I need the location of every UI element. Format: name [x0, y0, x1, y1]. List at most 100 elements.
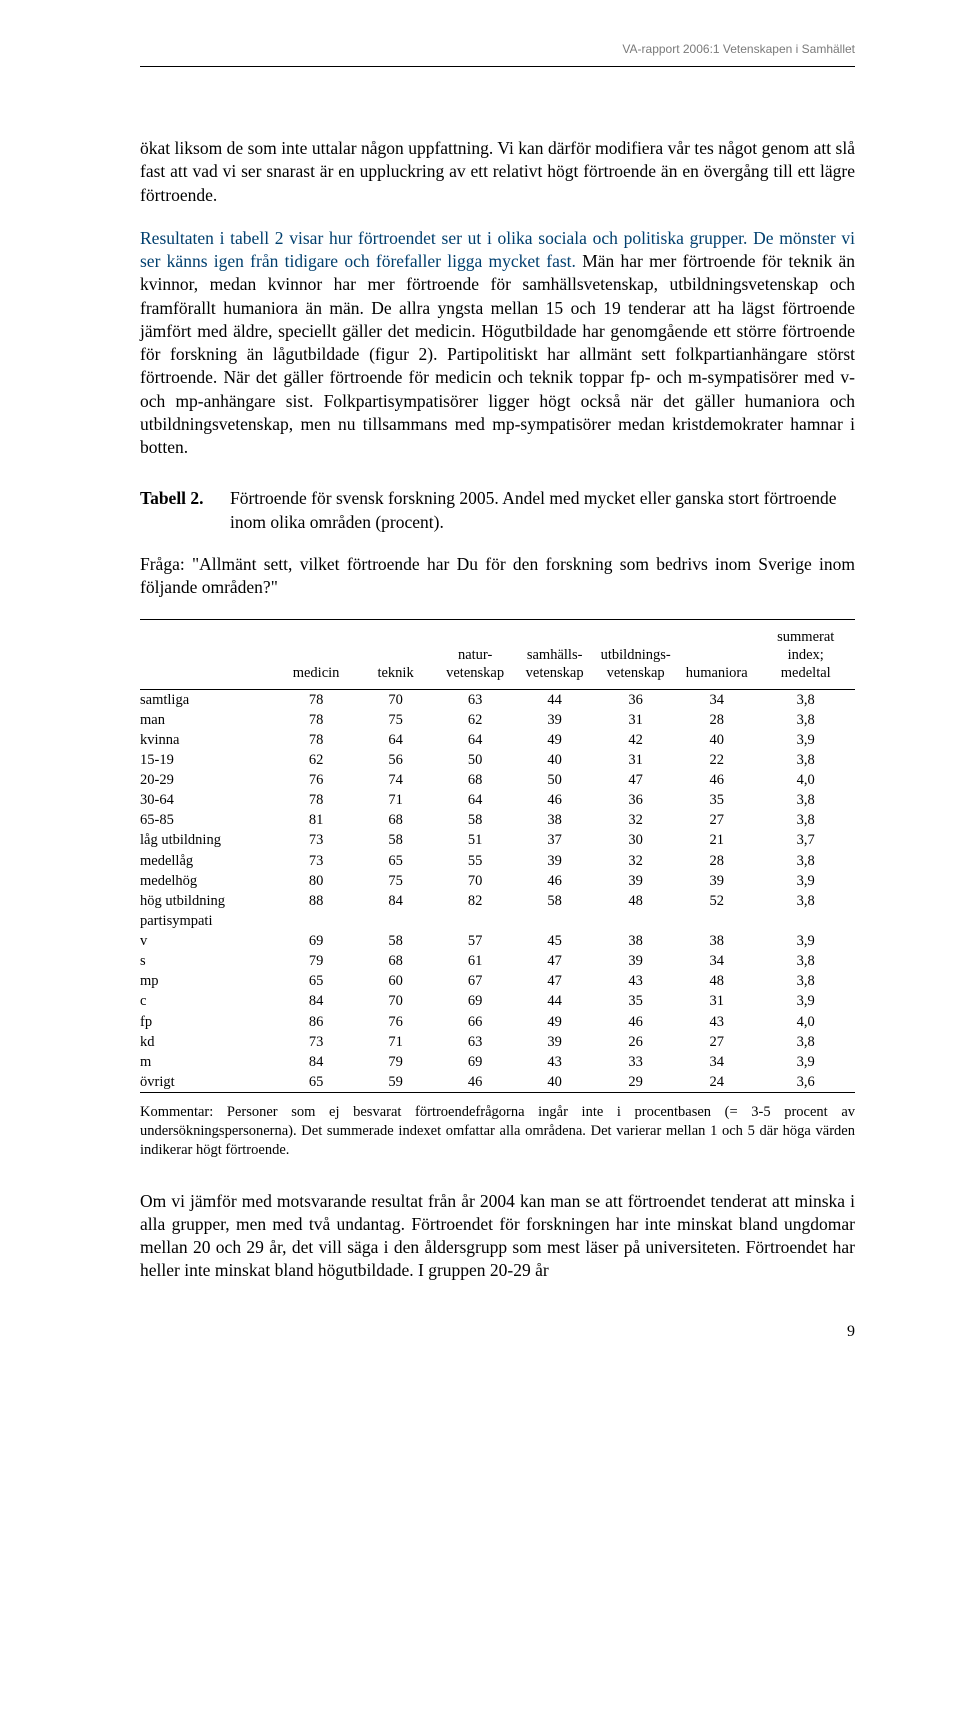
cell-value: 45 — [515, 931, 595, 951]
row-label: s — [140, 951, 276, 971]
table-body: samtliga7870634436343,8man7875623931283,… — [140, 689, 855, 1093]
cell-value: 3,8 — [756, 810, 855, 830]
cell-value: 68 — [356, 810, 436, 830]
cell-value: 39 — [515, 1032, 595, 1052]
cell-value: 3,9 — [756, 1052, 855, 1072]
column-header: teknik — [356, 620, 436, 689]
cell-value: 82 — [435, 891, 515, 911]
row-label: v — [140, 931, 276, 951]
cell-value: 65 — [276, 1072, 356, 1093]
table-row: s7968614739343,8 — [140, 951, 855, 971]
column-header: natur-vetenskap — [435, 620, 515, 689]
cell-value — [435, 911, 515, 931]
cell-value: 28 — [677, 710, 757, 730]
row-label: partisympati — [140, 911, 276, 931]
row-label: låg utbildning — [140, 830, 276, 850]
cell-value: 73 — [276, 851, 356, 871]
row-label: man — [140, 710, 276, 730]
cell-value: 44 — [515, 991, 595, 1011]
cell-value: 35 — [594, 991, 677, 1011]
table-row: man7875623931283,8 — [140, 710, 855, 730]
cell-value: 69 — [435, 1052, 515, 1072]
cell-value: 3,8 — [756, 1032, 855, 1052]
cell-value: 47 — [594, 770, 677, 790]
cell-value: 52 — [677, 891, 757, 911]
row-label: samtliga — [140, 689, 276, 710]
cell-value: 47 — [515, 951, 595, 971]
cell-value: 65 — [356, 851, 436, 871]
cell-value: 46 — [515, 871, 595, 891]
table-row: v6958574538383,9 — [140, 931, 855, 951]
cell-value — [356, 911, 436, 931]
cell-value: 43 — [677, 1012, 757, 1032]
cell-value: 3,8 — [756, 689, 855, 710]
table-label: Tabell 2. — [140, 487, 230, 534]
cell-value: 3,8 — [756, 750, 855, 770]
page-number: 9 — [140, 1323, 855, 1341]
cell-value: 57 — [435, 931, 515, 951]
cell-value: 3,8 — [756, 790, 855, 810]
cell-value: 73 — [276, 830, 356, 850]
cell-value: 68 — [435, 770, 515, 790]
column-header: samhälls-vetenskap — [515, 620, 595, 689]
cell-value: 34 — [677, 1052, 757, 1072]
column-header: humaniora — [677, 620, 757, 689]
column-header: utbildnings-vetenskap — [594, 620, 677, 689]
cell-value: 31 — [594, 750, 677, 770]
cell-value: 59 — [356, 1072, 436, 1093]
cell-value: 39 — [594, 951, 677, 971]
table-row: mp6560674743483,8 — [140, 971, 855, 991]
cell-value: 38 — [594, 931, 677, 951]
cell-value: 3,7 — [756, 830, 855, 850]
cell-value: 3,6 — [756, 1072, 855, 1093]
row-label: kd — [140, 1032, 276, 1052]
cell-value: 73 — [276, 1032, 356, 1052]
cell-value: 46 — [515, 790, 595, 810]
cell-value: 84 — [276, 991, 356, 1011]
row-label: medellåg — [140, 851, 276, 871]
table-row: fp8676664946434,0 — [140, 1012, 855, 1032]
cell-value: 29 — [594, 1072, 677, 1093]
cell-value: 3,8 — [756, 710, 855, 730]
row-label: medelhög — [140, 871, 276, 891]
cell-value: 75 — [356, 871, 436, 891]
cell-value — [677, 911, 757, 931]
column-header: medicin — [276, 620, 356, 689]
cell-value — [515, 911, 595, 931]
table-row: 30-647871644636353,8 — [140, 790, 855, 810]
cell-value — [276, 911, 356, 931]
cell-value: 61 — [435, 951, 515, 971]
cell-value: 50 — [515, 770, 595, 790]
cell-value: 47 — [515, 971, 595, 991]
cell-value: 46 — [677, 770, 757, 790]
cell-value: 46 — [435, 1072, 515, 1093]
cell-value: 58 — [356, 931, 436, 951]
cell-value: 67 — [435, 971, 515, 991]
cell-value: 40 — [677, 730, 757, 750]
column-header — [140, 620, 276, 689]
cell-value: 40 — [515, 750, 595, 770]
cell-value: 39 — [515, 710, 595, 730]
closing-paragraph: Om vi jämför med motsvarande resultat fr… — [140, 1190, 855, 1283]
table-question: Fråga: "Allmänt sett, vilket förtroende … — [140, 553, 855, 600]
cell-value: 4,0 — [756, 770, 855, 790]
cell-value: 64 — [435, 730, 515, 750]
table-row: medelhög8075704639393,9 — [140, 871, 855, 891]
cell-value: 31 — [677, 991, 757, 1011]
cell-value: 78 — [276, 790, 356, 810]
cell-value: 3,8 — [756, 951, 855, 971]
cell-value: 60 — [356, 971, 436, 991]
cell-value: 63 — [435, 1032, 515, 1052]
row-label: 20-29 — [140, 770, 276, 790]
cell-value: 49 — [515, 1012, 595, 1032]
table-row: hög utbildning8884825848523,8 — [140, 891, 855, 911]
row-label: 15-19 — [140, 750, 276, 770]
cell-value: 30 — [594, 830, 677, 850]
main-paragraph-rest: Män har mer förtroende för teknik än kvi… — [140, 251, 855, 457]
row-label: 30-64 — [140, 790, 276, 810]
cell-value: 58 — [356, 830, 436, 850]
cell-value: 3,8 — [756, 851, 855, 871]
cell-value: 79 — [356, 1052, 436, 1072]
cell-value: 26 — [594, 1032, 677, 1052]
cell-value: 64 — [435, 790, 515, 810]
